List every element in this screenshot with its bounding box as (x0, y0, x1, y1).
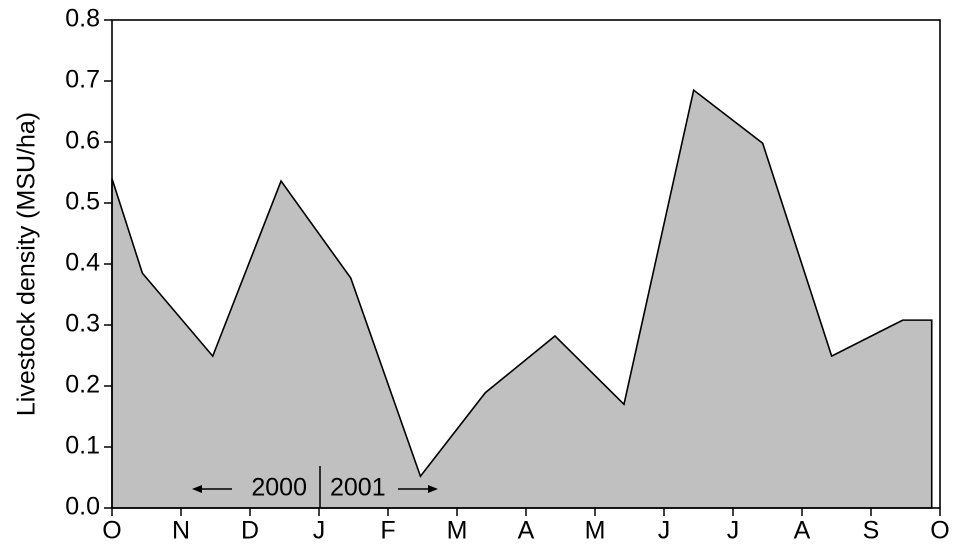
x-tick-label: M (585, 517, 606, 545)
area (111, 88, 933, 509)
y-tick-label: 0.0 (65, 493, 100, 521)
arrow-head (428, 485, 438, 493)
y-tick-label: 0.7 (65, 66, 100, 94)
x-tick-label: O (930, 517, 949, 545)
y-tick-label: 0.5 (65, 188, 100, 216)
x-tick-label: J (313, 517, 326, 545)
y-tick-label: 0.4 (65, 249, 100, 277)
x-tick-label: A (518, 517, 535, 545)
x-tick-label: J (727, 517, 740, 545)
annotation: 2000 (251, 474, 307, 502)
x-tick-label: O (102, 517, 121, 545)
x-tick-label: D (241, 517, 259, 545)
y-tick-label: 0.8 (65, 5, 100, 33)
x-tick-label: A (794, 517, 811, 545)
y-tick-label: 0.1 (65, 432, 100, 460)
annotation: 2001 (330, 474, 386, 502)
x-tick-label: F (380, 517, 395, 545)
x-tick-label: N (172, 517, 190, 545)
y-tick-label: 0.2 (65, 371, 100, 399)
y-tick-label: 0.6 (65, 127, 100, 155)
y-tick-label: 0.3 (65, 310, 100, 338)
x-tick-label: J (658, 517, 671, 545)
x-tick-label: S (863, 517, 880, 545)
x-tick-label: M (447, 517, 468, 545)
y-axis-label: Livestock density (MSU/ha) (13, 112, 41, 416)
arrow-head (192, 485, 202, 493)
